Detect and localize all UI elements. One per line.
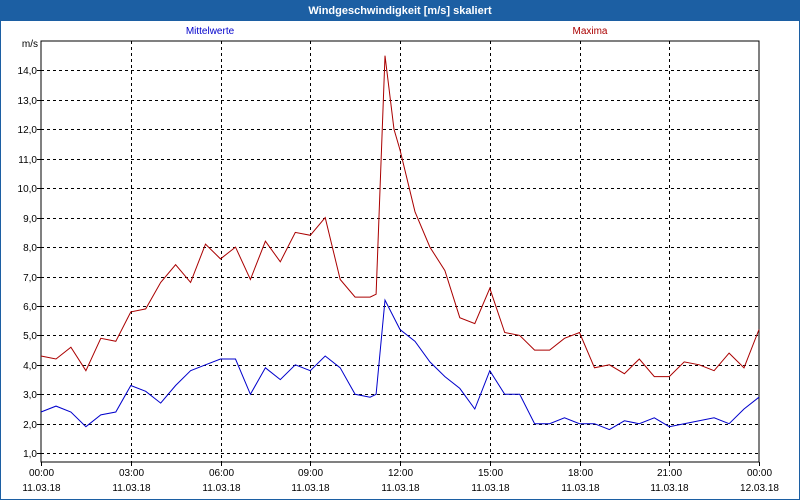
x-tick-time: 18:00 <box>568 468 593 479</box>
x-tick-date: 11.03.18 <box>112 483 151 494</box>
legend-mittelwerte: Mittelwerte <box>186 26 235 37</box>
y-tick-label: 9,0 <box>23 214 37 225</box>
y-tick-label: 13,0 <box>18 96 38 107</box>
y-tick-label: 3,0 <box>23 390 37 401</box>
x-tick-date: 11.03.18 <box>561 483 600 494</box>
y-tick-label: 12,0 <box>18 125 38 136</box>
x-tick-date: 11.03.18 <box>291 483 330 494</box>
x-tick-time: 00:00 <box>29 468 54 479</box>
x-tick-time: 12:00 <box>388 468 413 479</box>
series-line-maxima <box>40 55 760 378</box>
chart-svg: 1,0 2,0 3,0 4,0 5,0 6,0 7,0 8,0 9,0 10,0 11,0 12,0 1… <box>18 26 780 494</box>
y-axis-label: m/s <box>22 39 38 50</box>
y-tick-label: 6,0 <box>23 302 37 313</box>
legend-maxima: Maxima <box>572 26 607 37</box>
x-tick-time: 09:00 <box>298 468 323 479</box>
x-tick-time: 15:00 <box>478 468 503 479</box>
x-tick-time: 03:00 <box>119 468 144 479</box>
y-tick-label: 2,0 <box>23 420 37 431</box>
y-tick-label: 5,0 <box>23 331 37 342</box>
y-tick-label: 8,0 <box>23 243 37 254</box>
x-tick-date: 12.03.18 <box>740 483 779 494</box>
x-tick-time: 00:00 <box>747 468 772 479</box>
x-tick-date: 11.03.18 <box>650 483 689 494</box>
y-tick-label: 4,0 <box>23 361 37 372</box>
series-line-mittelwerte <box>40 298 760 431</box>
y-tick-label: 10,0 <box>18 184 38 195</box>
y-tick-label: 14,0 <box>18 66 38 77</box>
y-tick-label: 7,0 <box>23 273 37 284</box>
x-tick-time: 21:00 <box>657 468 682 479</box>
window-title: Windgeschwindigkeit [m/s] skaliert <box>1 1 799 21</box>
x-tick-date: 11.03.18 <box>471 483 510 494</box>
x-tick-date: 11.03.18 <box>381 483 420 494</box>
x-tick-date: 11.03.18 <box>22 483 61 494</box>
y-tick-label: 11,0 <box>18 155 37 166</box>
x-tick-date: 11.03.18 <box>202 483 241 494</box>
y-tick-label: 1,0 <box>23 449 37 460</box>
x-tick-time: 06:00 <box>209 468 234 479</box>
